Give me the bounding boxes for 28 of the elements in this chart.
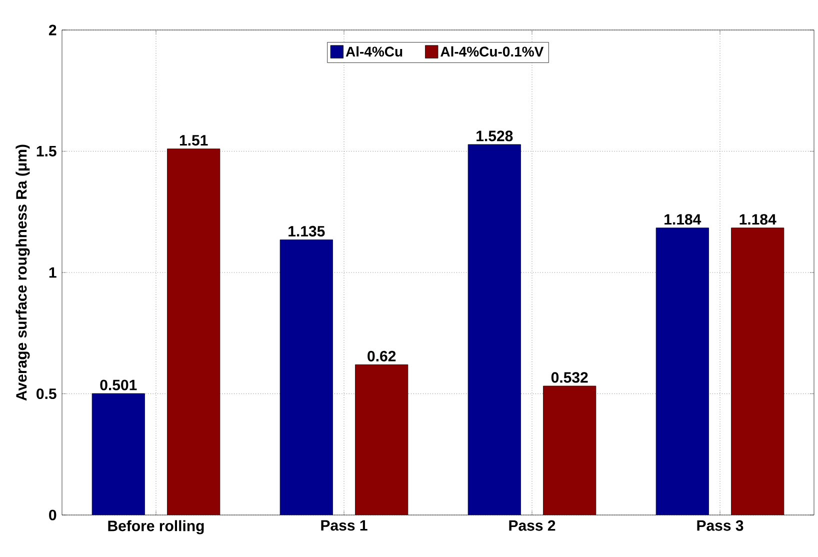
legend-label: Al-4%Cu: [346, 46, 402, 57]
y-tick-label: 0.5: [36, 388, 56, 400]
bar: [280, 240, 333, 515]
y-tick-label: 1.5: [36, 146, 56, 156]
x-tick-label: Before rolling: [108, 520, 204, 534]
data-label: 1.51: [180, 135, 208, 146]
bar: [167, 148, 220, 515]
x-tick-label: Pass 2: [509, 520, 556, 531]
bar: [731, 228, 784, 515]
bar: [468, 144, 521, 515]
y-tick-label: 2: [48, 24, 56, 36]
y-tick-label: 0: [49, 510, 56, 520]
bar: [656, 228, 709, 515]
legend-label: Al-4%Cu-0.1%V: [440, 46, 544, 57]
x-tick-label: Pass 1: [321, 520, 368, 531]
data-label: 1.184: [740, 214, 776, 225]
data-label: 0.501: [100, 380, 137, 390]
bar: [92, 393, 145, 515]
data-label: 1.528: [476, 130, 513, 142]
data-label: 1.135: [288, 226, 325, 237]
bar: [355, 364, 408, 515]
data-label: 1.184: [664, 214, 702, 225]
data-label: 0.532: [551, 372, 588, 383]
x-tick-label: Pass 3: [697, 520, 744, 531]
bar: [543, 386, 596, 515]
y-tick-label: 1: [49, 267, 56, 278]
y-axis-title: Average surface roughness Ra (μm): [16, 144, 30, 401]
data-label: 0.62: [368, 350, 396, 362]
